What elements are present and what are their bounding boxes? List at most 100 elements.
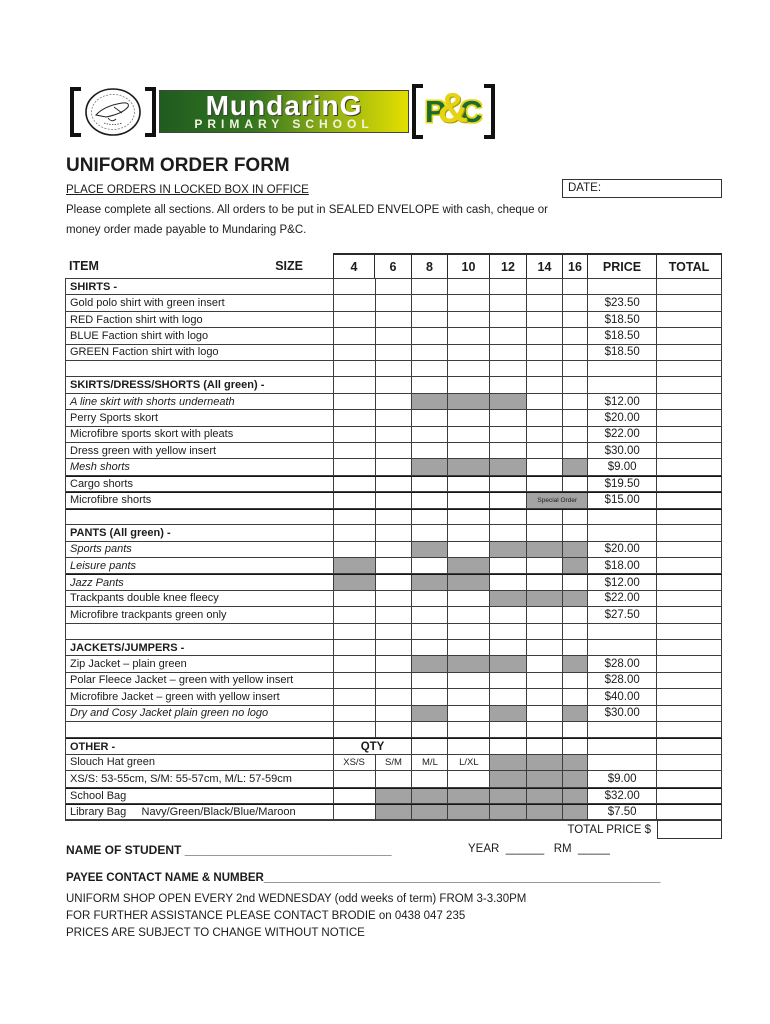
- total-cell[interactable]: [657, 344, 723, 362]
- total-cell[interactable]: [657, 295, 723, 312]
- size-cell-8[interactable]: [412, 689, 449, 706]
- size-cell-6[interactable]: [375, 393, 413, 411]
- size-cell-8[interactable]: [412, 623, 449, 640]
- size-cell-6[interactable]: [375, 311, 413, 329]
- size-cell-6[interactable]: [375, 279, 413, 296]
- size-cell-12[interactable]: [490, 689, 528, 706]
- size-cell-16[interactable]: [563, 295, 589, 312]
- total-cell[interactable]: [657, 805, 723, 821]
- size-cell-14[interactable]: [527, 705, 564, 722]
- size-cell-12[interactable]: [490, 476, 528, 493]
- size-cell-12[interactable]: [490, 721, 528, 739]
- size-cell-14[interactable]: [527, 739, 564, 755]
- size-cell-10[interactable]: [448, 590, 491, 608]
- size-cell-14[interactable]: [527, 623, 564, 640]
- size-cell-14[interactable]: [527, 656, 564, 673]
- size-cell-4[interactable]: [333, 279, 376, 296]
- size-cell-8[interactable]: [412, 377, 449, 394]
- size-cell-10[interactable]: [448, 771, 491, 788]
- size-cell-4[interactable]: [333, 541, 376, 558]
- size-cell-10[interactable]: [448, 410, 491, 427]
- size-cell-4[interactable]: [333, 590, 376, 608]
- size-cell-6[interactable]: [375, 443, 413, 460]
- size-cell-10[interactable]: L/XL: [448, 754, 491, 772]
- size-cell-14[interactable]: [527, 328, 564, 345]
- size-cell-16[interactable]: [563, 721, 589, 739]
- size-cell-8[interactable]: [412, 311, 449, 329]
- size-cell-8[interactable]: [412, 721, 449, 739]
- size-cell-12[interactable]: [490, 377, 528, 394]
- size-cell-4[interactable]: [333, 607, 376, 624]
- size-cell-14[interactable]: [527, 607, 564, 624]
- size-cell-4[interactable]: [333, 476, 376, 493]
- date-field[interactable]: DATE:: [562, 179, 722, 198]
- size-cell-10[interactable]: [448, 623, 491, 640]
- total-cell[interactable]: [657, 541, 723, 558]
- size-cell-12[interactable]: [490, 672, 528, 690]
- size-cell-4[interactable]: [333, 623, 376, 640]
- size-cell-4[interactable]: [333, 361, 376, 378]
- size-cell-14[interactable]: [527, 476, 564, 493]
- total-cell[interactable]: [657, 721, 723, 739]
- size-cell-6[interactable]: [375, 295, 413, 312]
- total-cell[interactable]: [657, 656, 723, 673]
- total-cell[interactable]: [657, 754, 723, 772]
- size-cell-4[interactable]: [333, 459, 376, 476]
- size-cell-8[interactable]: [412, 739, 449, 755]
- size-cell-14[interactable]: [527, 279, 564, 296]
- size-cell-8[interactable]: [412, 771, 449, 788]
- size-cell-16[interactable]: [563, 426, 589, 444]
- total-cell[interactable]: [657, 623, 723, 640]
- size-cell-14[interactable]: [527, 426, 564, 444]
- size-cell-6[interactable]: [375, 361, 413, 378]
- total-cell[interactable]: [657, 739, 723, 755]
- size-cell-8[interactable]: [412, 443, 449, 460]
- size-cell-8[interactable]: [412, 557, 449, 575]
- size-cell-14[interactable]: [527, 344, 564, 362]
- size-cell-16[interactable]: [563, 672, 589, 690]
- size-cell-4[interactable]: [333, 771, 376, 788]
- size-cell-4[interactable]: XS/S: [333, 754, 376, 772]
- size-cell-10[interactable]: [448, 344, 491, 362]
- size-cell-14[interactable]: [527, 689, 564, 706]
- size-cell-6[interactable]: [375, 623, 413, 640]
- size-cell-16[interactable]: [563, 639, 589, 657]
- size-cell-12[interactable]: [490, 426, 528, 444]
- size-cell-6[interactable]: [375, 541, 413, 558]
- size-cell-14[interactable]: [527, 443, 564, 460]
- size-cell-14[interactable]: [527, 311, 564, 329]
- total-cell[interactable]: [657, 459, 723, 476]
- size-cell-6[interactable]: [375, 426, 413, 444]
- size-cell-12[interactable]: [490, 509, 528, 526]
- size-cell-14[interactable]: [527, 377, 564, 394]
- size-cell-10[interactable]: [448, 493, 491, 509]
- size-cell-10[interactable]: [448, 426, 491, 444]
- size-cell-16[interactable]: [563, 689, 589, 706]
- size-cell-16[interactable]: [563, 377, 589, 394]
- size-cell-6[interactable]: [375, 656, 413, 673]
- size-cell-16[interactable]: [563, 393, 589, 411]
- size-cell-4[interactable]: [333, 426, 376, 444]
- size-cell-12[interactable]: [490, 623, 528, 640]
- size-cell-4[interactable]: [333, 493, 376, 509]
- size-cell-12[interactable]: [490, 311, 528, 329]
- size-cell-14[interactable]: [527, 525, 564, 542]
- size-cell-12[interactable]: [490, 279, 528, 296]
- size-cell-4[interactable]: [333, 311, 376, 329]
- size-cell-12[interactable]: [490, 295, 528, 312]
- size-cell-14[interactable]: [527, 509, 564, 526]
- size-cell-16[interactable]: [563, 443, 589, 460]
- size-cell-6[interactable]: [375, 459, 413, 476]
- total-cell[interactable]: [657, 590, 723, 608]
- total-price-field[interactable]: [657, 820, 722, 839]
- total-cell[interactable]: [657, 476, 723, 493]
- size-cell-4[interactable]: [333, 525, 376, 542]
- size-cell-16[interactable]: [563, 623, 589, 640]
- size-cell-16[interactable]: [563, 344, 589, 362]
- size-cell-10[interactable]: [448, 721, 491, 739]
- size-cell-4[interactable]: [333, 656, 376, 673]
- size-cell-4[interactable]: [333, 344, 376, 362]
- size-cell-16[interactable]: [563, 361, 589, 378]
- size-cell-16[interactable]: [563, 607, 589, 624]
- size-cell-4[interactable]: [333, 788, 376, 804]
